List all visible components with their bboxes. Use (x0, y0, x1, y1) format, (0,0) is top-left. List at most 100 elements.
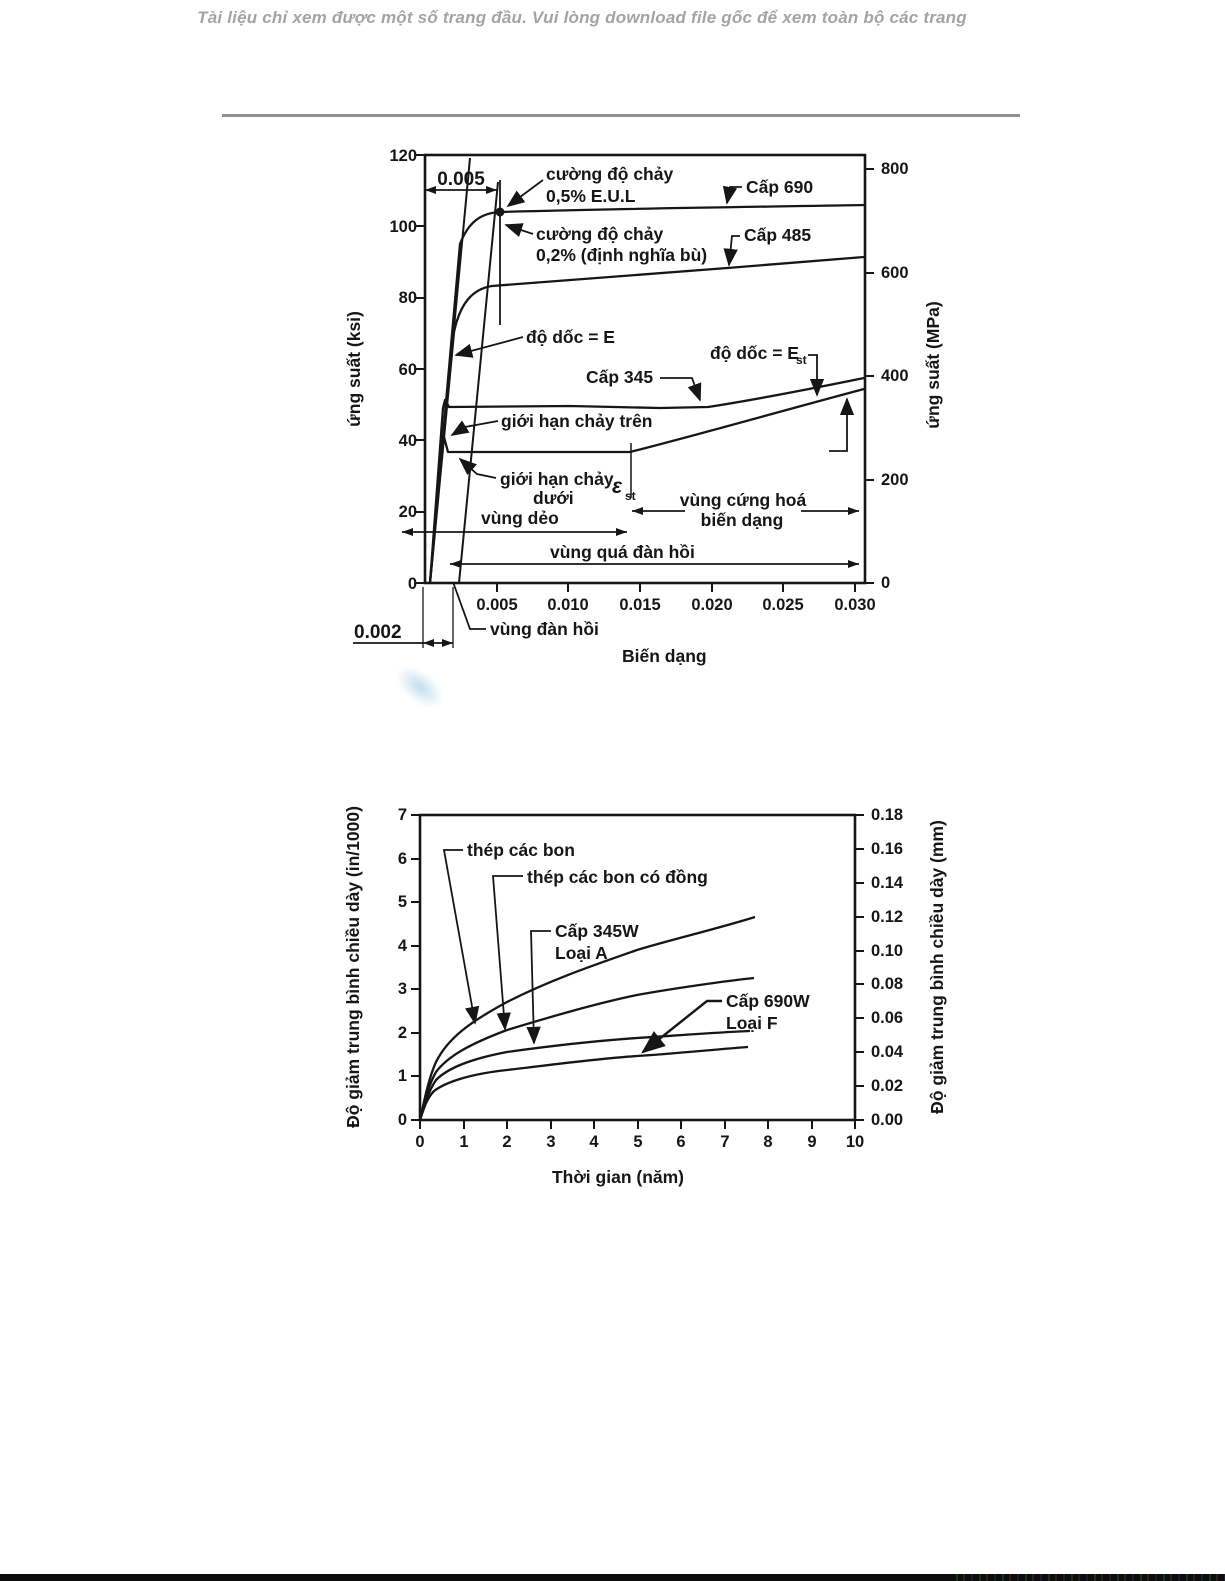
epsilon-st-symbol: ε (612, 475, 623, 498)
x-axis-title: Thời gian (năm) (552, 1167, 684, 1187)
x-tick-label: 0.025 (762, 596, 803, 614)
leader-grade-485 (723, 235, 740, 267)
stress-strain-curves (428, 203, 865, 584)
leader-grade-690 (722, 185, 742, 205)
y-tick-label: 0.00 (871, 1111, 903, 1129)
grade-690w-label-line2: Loại F (726, 1013, 778, 1033)
x-tick-label: 4 (589, 1133, 599, 1151)
leader-slope-est (808, 354, 825, 397)
y-tick-label: 20 (399, 503, 417, 521)
y-tick-label: 100 (389, 218, 417, 236)
y-tick-label: 0.12 (871, 908, 903, 926)
x-tick-label: 10 (846, 1133, 864, 1151)
lower-yield-label-line2: dưới (533, 488, 574, 508)
y-tick-label: 80 (399, 289, 417, 307)
x-tick-label: 7 (720, 1133, 729, 1151)
x-tick-label: 9 (807, 1133, 816, 1151)
epsilon-st-subscript: st (625, 489, 636, 503)
yield-eul-label-line1: cường độ chảy (546, 164, 673, 184)
y-tick-label: 7 (398, 806, 407, 824)
y-tick-label: 1 (398, 1067, 407, 1085)
grade-690w-label-line1: Cấp 690W (726, 991, 810, 1011)
curve-grade-345w (418, 1029, 751, 1121)
dimension-lines (353, 186, 859, 648)
x-tick-label: 1 (459, 1133, 468, 1151)
slope-est-subscript: st (796, 353, 807, 367)
y-axis-labels-mpa: 800 600 400 200 0 (881, 160, 909, 592)
grade-485-label: Cấp 485 (744, 225, 811, 245)
x-axis-title: Biến dạng (622, 646, 707, 666)
plastic-zone-label: vùng dẻo (481, 508, 559, 528)
leader-elastic-zone (452, 581, 486, 630)
y-tick-label: 0.10 (871, 942, 903, 960)
hardening-zone-label-line1: vùng cứng hoá (680, 490, 807, 510)
x-tick-label: 0.010 (547, 596, 588, 614)
leader-carbon-steel (442, 849, 480, 1025)
y-tick-label: 0.04 (871, 1043, 904, 1061)
x-tick-label: 0.005 (476, 596, 517, 614)
x-tick-label: 2 (502, 1133, 511, 1151)
leader-lines (450, 179, 855, 630)
corrosion-chart: 7 6 5 4 3 2 1 0 0.18 0.16 0.14 0.12 0.10… (343, 806, 947, 1187)
stress-strain-chart: 120 100 80 60 40 20 0 800 600 400 200 0 … (344, 147, 943, 666)
y-tick-label: 400 (881, 367, 909, 385)
upper-yield-label: giới hạn chảy trên (501, 411, 653, 431)
x-tick-label: 3 (546, 1133, 555, 1151)
leader-grade-345 (660, 377, 702, 402)
y-axis-labels-mm: 0.18 0.16 0.14 0.12 0.10 0.08 0.06 0.04 … (871, 806, 904, 1129)
y-tick-label: 800 (881, 160, 909, 178)
carbon-steel-label: thép các bon (467, 840, 575, 860)
preview-notice: Tài liệu chỉ xem được một số trang đầu. … (197, 8, 967, 27)
offset-02-line (458, 181, 499, 584)
y-tick-label: 40 (399, 432, 417, 450)
leader-slope-e (454, 336, 524, 358)
hardening-zone-label-line2: biến dạng (701, 510, 784, 530)
grade-345-label: Cấp 345 (586, 367, 653, 387)
plot-frame (411, 813, 864, 1129)
y-axis-title-right: ứng suất (MPa) (923, 301, 943, 428)
leader-lower-yield (458, 457, 497, 479)
x-axis-labels-years: 0 1 2 3 4 5 6 7 8 9 10 (415, 1133, 864, 1151)
y-axis-labels-ksi: 120 100 80 60 40 20 0 (389, 147, 417, 593)
grade-345w-label-line1: Cấp 345W (555, 921, 639, 941)
curve-grade-690 (428, 203, 865, 584)
leader-yield-offset (504, 223, 534, 237)
x-tick-label: 8 (763, 1133, 772, 1151)
curve-carbon-steel (418, 915, 756, 1121)
y-tick-label: 0.16 (871, 840, 903, 858)
y-tick-label: 0.02 (871, 1077, 903, 1095)
x-tick-label: 0.030 (834, 596, 875, 614)
y-tick-label: 200 (881, 471, 909, 489)
y-tick-label: 4 (398, 937, 408, 955)
curve-grade-485 (428, 255, 865, 584)
corrosion-curves (418, 915, 756, 1121)
leader-yield-eul (506, 179, 544, 208)
y-axis-title-left: ứng suất (ksi) (344, 311, 364, 427)
curve-grade-690w (418, 1045, 749, 1121)
y-axis-title-right: Độ giảm trung bình chiều dày (mm) (927, 820, 947, 1114)
y-tick-label: 0.18 (871, 806, 903, 824)
y-axis-title-left: Độ giảm trung bình chiều dày (in/1000) (343, 806, 363, 1128)
y-tick-label: 6 (398, 850, 407, 868)
leader-lines (442, 849, 722, 1054)
y-tick-label: 600 (881, 264, 909, 282)
dimension-label-0002: 0.002 (354, 622, 402, 643)
inelastic-zone-label: vùng quá đàn hồi (550, 542, 695, 562)
yield-offset-label-line2: 0,2% (định nghĩa bù) (536, 245, 707, 265)
elastic-zone-label: vùng đàn hồi (490, 619, 599, 639)
y-tick-label: 0 (881, 574, 890, 592)
curve-grade-345 (428, 376, 865, 584)
x-tick-label: 0.015 (619, 596, 660, 614)
horizontal-divider (222, 114, 1020, 117)
y-tick-label: 0.08 (871, 975, 903, 993)
y-tick-label: 2 (398, 1024, 407, 1042)
plot-frame (416, 153, 874, 592)
grade-345w-label-line2: Loại A (555, 943, 608, 963)
x-tick-label: 5 (633, 1133, 642, 1151)
leader-grade-690w (641, 999, 722, 1054)
leader-upper-yield (450, 420, 499, 436)
x-tick-label: 0 (415, 1133, 424, 1151)
y-tick-label: 0.06 (871, 1009, 903, 1027)
y-tick-label: 5 (398, 893, 407, 911)
curve-grade-250 (428, 387, 865, 584)
